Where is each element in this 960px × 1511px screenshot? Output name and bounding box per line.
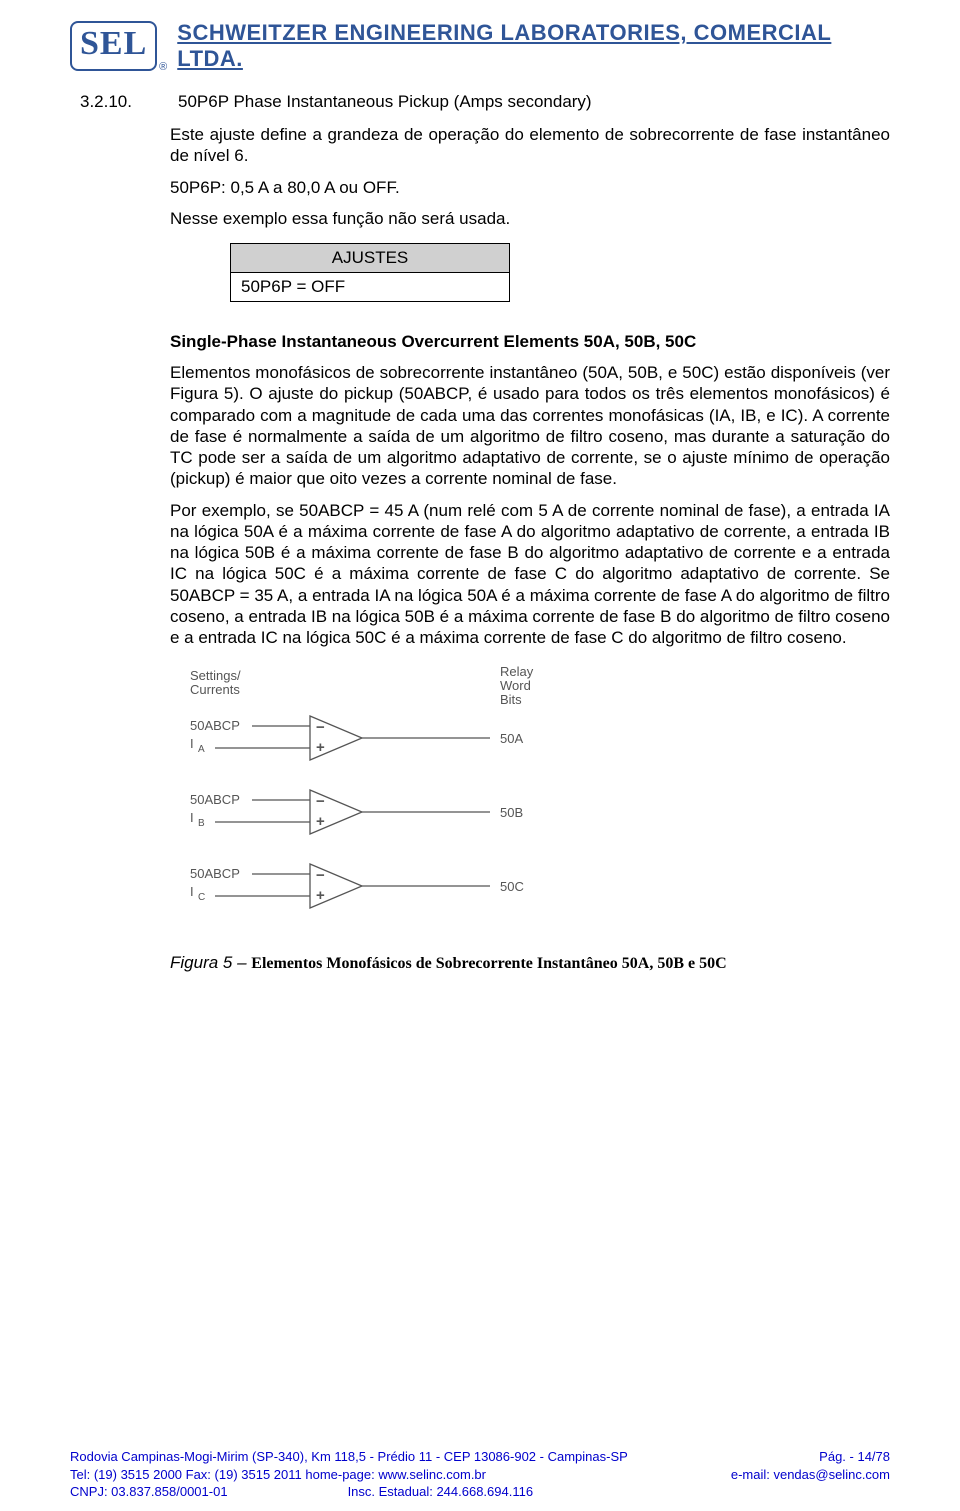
page-header: SEL ® SCHWEITZER ENGINEERING LABORATORIE… (70, 20, 890, 72)
registered-icon: ® (159, 61, 167, 73)
page-container: SEL ® SCHWEITZER ENGINEERING LABORATORIE… (0, 0, 960, 1511)
svg-text:I: I (190, 884, 194, 899)
svg-text:+: + (316, 887, 325, 904)
paragraph: Por exemplo, se 50ABCP = 45 A (num relé … (170, 500, 890, 649)
comparator-diagram: Settings/CurrentsRelayWordBits50ABCPIA−+… (190, 666, 890, 931)
figure-label: Figura 5 – (170, 953, 247, 972)
subsection-heading: Single-Phase Instantaneous Overcurrent E… (170, 332, 890, 352)
svg-text:+: + (316, 813, 325, 830)
paragraph: Este ajuste define a grandeza de operaçã… (170, 124, 890, 167)
company-name: SCHWEITZER ENGINEERING LABORATORIES, COM… (177, 20, 890, 72)
paragraph: 50P6P: 0,5 A a 80,0 A ou OFF. (170, 177, 890, 198)
svg-text:B: B (198, 818, 205, 829)
svg-text:C: C (198, 892, 205, 903)
ajustes-table: AJUSTES 50P6P = OFF (230, 243, 510, 302)
svg-text:I: I (190, 810, 194, 825)
footer-contact: Tel: (19) 3515 2000 Fax: (19) 3515 2011 … (70, 1466, 486, 1484)
logo: SEL ® (70, 21, 157, 71)
section-heading: 3.2.10. 50P6P Phase Instantaneous Pickup… (80, 92, 890, 112)
svg-text:+: + (316, 739, 325, 756)
ajustes-value: 50P6P = OFF (231, 273, 510, 302)
svg-text:−: − (316, 867, 325, 884)
ajustes-header: AJUSTES (231, 244, 510, 273)
svg-text:−: − (316, 719, 325, 736)
svg-text:50ABCP: 50ABCP (190, 792, 240, 807)
logo-text: SEL (80, 25, 147, 62)
company-name-text: SCHWEITZER ENGINEERING LABORATORIES, COM… (177, 20, 831, 71)
paragraph: Elementos monofásicos de sobrecorrente i… (170, 362, 890, 490)
page-content: 3.2.10. 50P6P Phase Instantaneous Pickup… (70, 92, 890, 973)
footer-cnpj: CNPJ: 03.837.858/0001-01 (70, 1483, 228, 1501)
diagram-svg: Settings/CurrentsRelayWordBits50ABCPIA−+… (190, 666, 630, 926)
figure-caption: Figura 5 – Elementos Monofásicos de Sobr… (170, 953, 890, 973)
footer-row: CNPJ: 03.837.858/0001-01 Insc. Estadual:… (70, 1483, 890, 1501)
page-footer: Rodovia Campinas-Mogi-Mirim (SP-340), Km… (70, 1448, 890, 1501)
footer-insc: Insc. Estadual: 244.668.694.116 (348, 1483, 534, 1501)
svg-text:−: − (316, 793, 325, 810)
figure-description: Elementos Monofásicos de Sobrecorrente I… (251, 955, 726, 972)
svg-text:A: A (198, 744, 205, 755)
svg-text:Currents: Currents (190, 682, 240, 697)
table-row: 50P6P = OFF (231, 273, 510, 302)
svg-text:Bits: Bits (500, 692, 522, 707)
svg-text:Settings/: Settings/ (190, 668, 241, 683)
footer-page-number: Pág. - 14/78 (819, 1448, 890, 1466)
footer-row: Tel: (19) 3515 2000 Fax: (19) 3515 2011 … (70, 1466, 890, 1484)
svg-text:Word: Word (500, 678, 531, 693)
svg-text:50ABCP: 50ABCP (190, 718, 240, 733)
svg-text:50A: 50A (500, 731, 523, 746)
svg-text:I: I (190, 736, 194, 751)
svg-text:50B: 50B (500, 805, 523, 820)
paragraph: Nesse exemplo essa função não será usada… (170, 208, 890, 229)
section-number: 3.2.10. (80, 92, 152, 112)
svg-text:50C: 50C (500, 879, 524, 894)
footer-address: Rodovia Campinas-Mogi-Mirim (SP-340), Km… (70, 1448, 628, 1466)
section-title: 50P6P Phase Instantaneous Pickup (Amps s… (178, 92, 592, 112)
footer-email: e-mail: vendas@selinc.com (731, 1466, 890, 1484)
svg-text:50ABCP: 50ABCP (190, 866, 240, 881)
table-row: AJUSTES (231, 244, 510, 273)
footer-row: Rodovia Campinas-Mogi-Mirim (SP-340), Km… (70, 1448, 890, 1466)
